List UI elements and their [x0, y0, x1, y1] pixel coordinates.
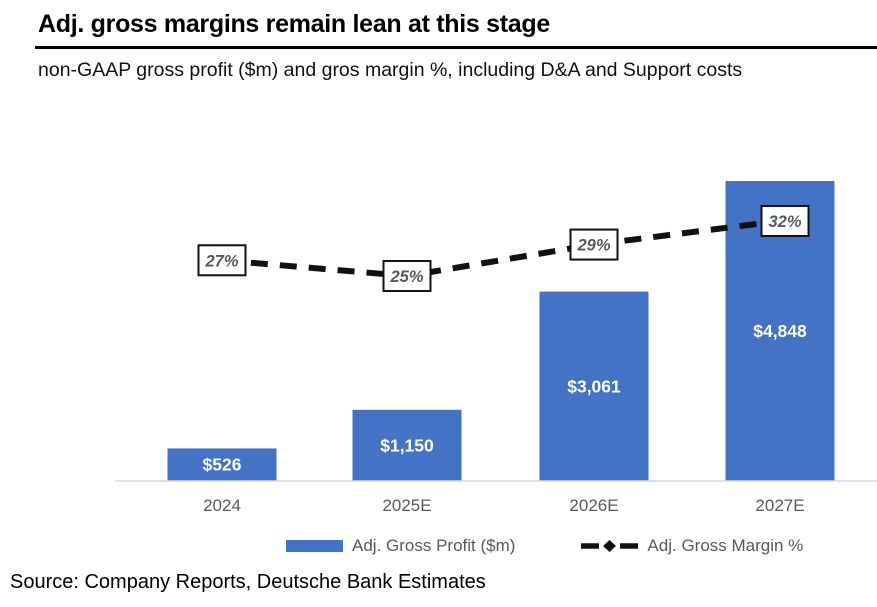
source-note: Source: Company Reports, Deutsche Bank E…	[10, 571, 486, 593]
page-subtitle: non-GAAP gross profit ($m) and gros marg…	[38, 59, 743, 81]
bar-2024	[167, 448, 277, 481]
margin-line	[221, 218, 781, 280]
margin-label-box	[382, 260, 432, 292]
legend-label-gross-profit: Adj. Gross Profit ($m)	[352, 536, 516, 555]
legend-bar-swatch-icon	[286, 540, 343, 552]
x-axis-label-2024: 2024	[203, 496, 241, 515]
x-axis-label-2025E: 2025E	[382, 496, 431, 515]
bar-value-label: $1,150	[380, 435, 434, 455]
x-axis-label-2027E: 2027E	[755, 496, 804, 515]
page-title: Adj. gross margins remain lean at this s…	[38, 10, 550, 38]
bar-value-label: $4,848	[753, 321, 807, 341]
margin-label: 29%	[576, 237, 610, 255]
margin-label-box	[569, 228, 619, 261]
legend-dashed-line-swatch-icon	[581, 540, 639, 552]
margin-label-box	[197, 244, 247, 277]
margin-label: 25%	[389, 268, 423, 286]
bar-2025E	[352, 409, 462, 481]
x-axis-label-2026E: 2026E	[569, 496, 618, 515]
legend-item-gross-profit: Adj. Gross Profit ($m)	[286, 536, 515, 556]
margin-label-box	[760, 204, 810, 237]
margin-label: 32%	[768, 213, 801, 231]
bar-value-label: $3,061	[567, 376, 621, 396]
chart-legend: Adj. Gross Profit ($m) Adj. Gross Margin…	[286, 536, 803, 556]
title-block: Adj. gross margins remain lean at this s…	[35, 10, 877, 49]
legend-item-gross-margin: Adj. Gross Margin %	[581, 536, 803, 556]
margin-label: 27%	[204, 252, 238, 270]
legend-label-gross-margin: Adj. Gross Margin %	[647, 536, 804, 555]
bar-value-label: $526	[203, 455, 242, 475]
bar-2026E	[539, 291, 649, 481]
